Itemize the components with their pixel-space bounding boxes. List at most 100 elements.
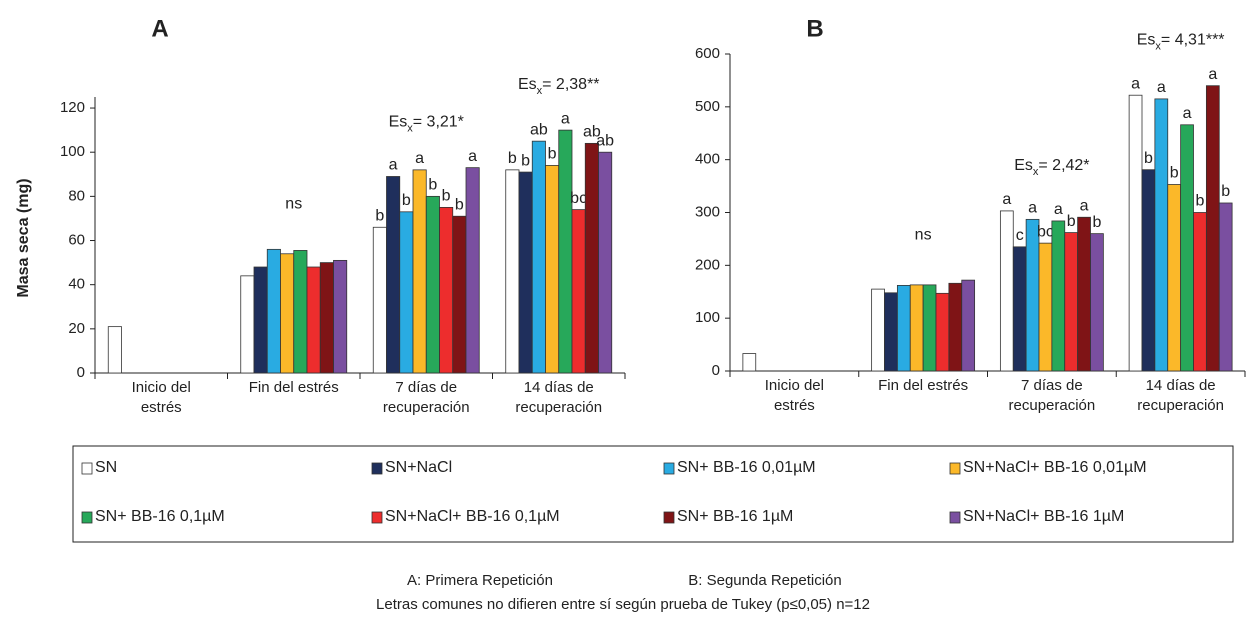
panel-title: A <box>151 15 168 42</box>
legend-swatch <box>371 462 383 475</box>
x-tick-label: estrés <box>141 399 182 416</box>
y-tick-label: 100 <box>695 309 720 326</box>
x-tick-label: 7 días de <box>1021 377 1083 394</box>
y-tick-label: 400 <box>695 151 720 168</box>
significance-letter: b <box>548 146 557 163</box>
significance-letter: a <box>1054 201 1063 218</box>
bar <box>333 259 348 374</box>
significance-letter: a <box>1002 191 1011 208</box>
bar <box>1154 98 1169 372</box>
caption: A: Primera Repetición <box>407 572 553 589</box>
panel-title: B <box>806 15 823 42</box>
note-rest: = 2,38** <box>542 76 599 93</box>
legend-label: SN+NaCl+ BB-16 1µM <box>963 508 1124 525</box>
bar <box>372 226 387 374</box>
significance-letter: b <box>442 188 451 205</box>
bar <box>884 292 898 372</box>
significance-letter: bc <box>570 190 587 207</box>
significance-letter: b <box>1170 165 1179 182</box>
y-tick-label: 120 <box>60 99 85 116</box>
significance-letter: b <box>1221 183 1230 200</box>
bar <box>425 195 440 374</box>
bar <box>1141 169 1156 372</box>
significance-letter: b <box>1092 214 1101 231</box>
bar <box>571 209 586 374</box>
bar <box>319 262 334 374</box>
y-tick-label: 80 <box>68 187 85 204</box>
bar <box>1077 216 1091 372</box>
y-tick-label: 100 <box>60 143 85 160</box>
note-rest: = 3,21* <box>413 114 464 131</box>
note-sub: x <box>1155 41 1161 53</box>
bar <box>1193 212 1207 372</box>
significance-letter: ab <box>530 121 548 138</box>
bar <box>280 253 295 374</box>
bar <box>1012 246 1027 372</box>
legend-swatch <box>949 462 961 475</box>
group-note: ns <box>915 226 932 243</box>
legend-box <box>72 445 1234 543</box>
x-tick-label: recuperación <box>1137 397 1224 414</box>
significance-letter: b <box>1144 150 1153 167</box>
bar <box>598 151 613 374</box>
legend-swatch <box>949 511 961 524</box>
bar <box>1051 220 1066 372</box>
bar <box>1205 85 1220 372</box>
bar <box>505 169 520 374</box>
legend-label: SN+NaCl+ BB-16 0,1µM <box>385 508 560 525</box>
x-tick-label: Inicio del <box>765 377 824 394</box>
legend-swatch <box>371 511 383 524</box>
significance-letter: b <box>521 152 530 169</box>
y-tick-label: 300 <box>695 203 720 220</box>
legend-label: SN+NaCl+ BB-16 0,01µM <box>963 459 1147 476</box>
bar <box>909 284 924 372</box>
significance-letter: a <box>1028 200 1037 217</box>
legend-label: SN <box>95 459 117 476</box>
bar <box>999 210 1014 372</box>
bar <box>1128 94 1143 372</box>
x-tick-label: 7 días de <box>395 379 457 396</box>
legend-swatch <box>81 462 93 475</box>
bar <box>742 353 757 372</box>
bar <box>240 275 255 374</box>
bar <box>253 266 268 374</box>
y-tick-label: 20 <box>68 320 85 337</box>
bar <box>306 266 321 374</box>
x-tick-label: 14 días de <box>1146 377 1216 394</box>
y-tick-label: 200 <box>695 256 720 273</box>
bar <box>465 167 480 374</box>
bar <box>922 284 937 372</box>
bar <box>412 169 427 374</box>
significance-letter: a <box>1208 66 1217 83</box>
bar <box>558 129 573 374</box>
x-tick-label: Fin del estrés <box>878 377 968 394</box>
legend-swatch <box>81 511 93 524</box>
legend-swatch <box>663 511 675 524</box>
group-note: Esx= 4,31*** <box>1137 32 1225 53</box>
bar <box>386 176 401 374</box>
bar <box>439 206 454 374</box>
significance-letter: b <box>402 192 411 209</box>
y-tick-label: 0 <box>77 364 85 381</box>
y-tick-label: 500 <box>695 98 720 115</box>
legend-swatch <box>663 462 675 475</box>
bar <box>452 215 467 374</box>
group-note: Esx= 2,42* <box>1014 157 1089 178</box>
note-main: Es <box>1014 157 1033 174</box>
bar <box>293 250 308 374</box>
bar <box>518 171 533 374</box>
significance-letter: a <box>1157 79 1166 96</box>
x-tick-label: Inicio del <box>132 379 191 396</box>
bar <box>399 211 414 374</box>
y-axis-label: Masa seca (mg) <box>15 178 32 297</box>
significance-letter: a <box>468 148 477 165</box>
significance-letter: a <box>389 157 398 174</box>
bar <box>1025 218 1040 372</box>
note-main: Es <box>518 76 537 93</box>
x-tick-label: estrés <box>774 397 815 414</box>
note-sub: x <box>407 123 413 135</box>
significance-letter: b <box>508 150 517 167</box>
x-tick-label: recuperación <box>383 399 470 416</box>
note-main: Es <box>389 114 408 131</box>
